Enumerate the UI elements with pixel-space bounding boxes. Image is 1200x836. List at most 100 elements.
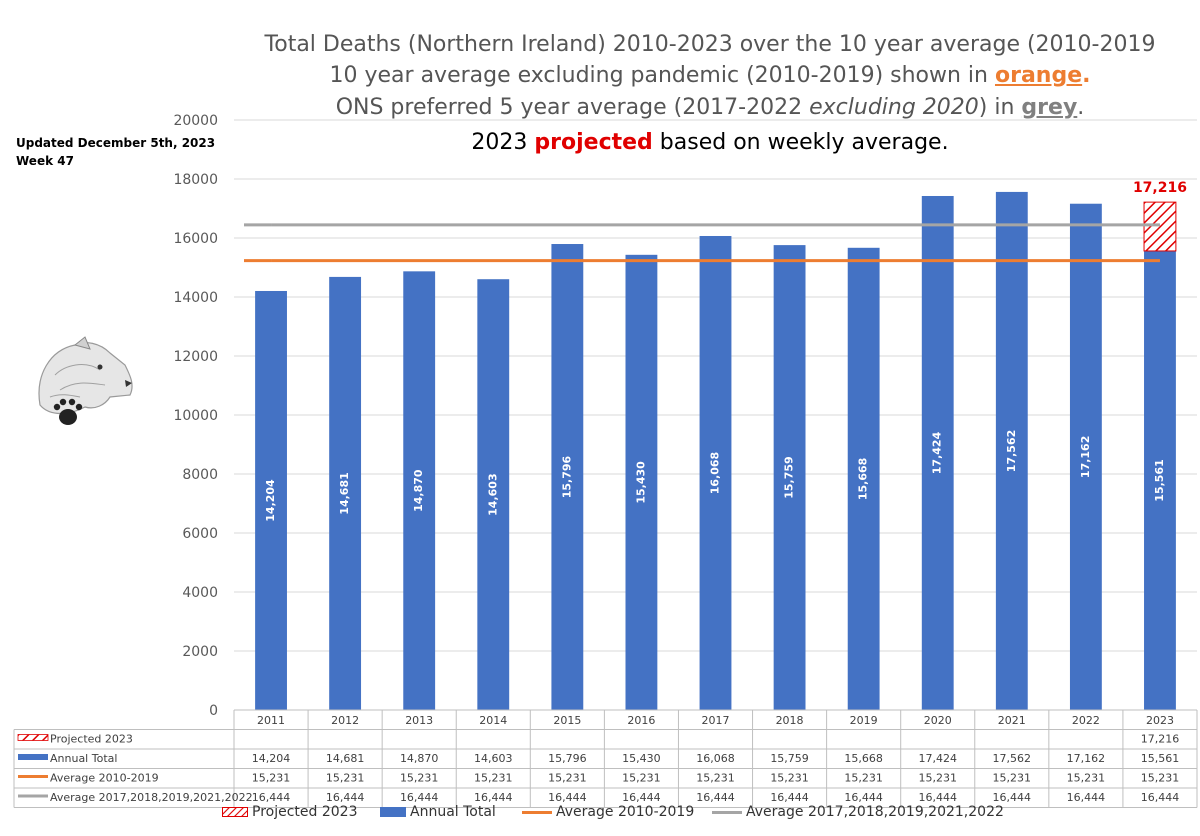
x-tick-label: 2017: [702, 714, 730, 727]
table-cell: 17,162: [1067, 752, 1106, 765]
bar-annual-total: [255, 290, 287, 710]
bar-data-label: 14,681: [338, 472, 351, 514]
legend-key-annual: [380, 807, 406, 817]
legend: Projected 2023 Annual Total Average 2010…: [0, 804, 1200, 826]
bar-data-label: 15,561: [1153, 459, 1166, 501]
table-cell: 15,231: [993, 772, 1032, 785]
x-tick-label: 2020: [924, 714, 952, 727]
bar-data-label: 15,796: [560, 455, 573, 498]
title-line-2-suffix: .: [1082, 63, 1091, 88]
table-cell: 15,231: [622, 772, 661, 785]
table-cell: 16,444: [326, 791, 365, 804]
table-cell: 14,681: [326, 752, 365, 765]
table-cell: 15,231: [696, 772, 735, 785]
table-cell: 15,231: [326, 772, 365, 785]
legend-item-avg5: Average 2017,2018,2019,2021,2022: [712, 804, 1004, 820]
legend-label-annual: Annual Total: [410, 804, 496, 820]
x-tick-label: 2019: [850, 714, 878, 727]
table-cell: 16,444: [918, 791, 957, 804]
y-tick-label: 16000: [173, 231, 218, 247]
legend-key-avg5: [712, 810, 742, 814]
title-line-4: 2023 projected based on weekly average.: [240, 130, 1180, 155]
y-tick-label: 14000: [173, 290, 218, 306]
x-tick-label: 2022: [1072, 714, 1100, 727]
table-cell: 16,444: [993, 791, 1032, 804]
table-cell: 15,231: [1141, 772, 1180, 785]
bar-annual-total: [995, 191, 1028, 710]
table-cell: 16,444: [548, 791, 587, 804]
x-tick-label: 2016: [627, 714, 655, 727]
bar-annual-total: [477, 279, 510, 710]
table-cell: 17,216: [1141, 733, 1180, 746]
table-cell: 15,231: [918, 772, 957, 785]
y-tick-label: 10000: [173, 408, 218, 424]
bar-data-label: 14,870: [412, 469, 425, 512]
table-cell: 16,444: [696, 791, 735, 804]
title-line-1: Total Deaths (Northern Ireland) 2010-202…: [264, 32, 1156, 57]
updated-note: Updated December 5th, 2023 Week 47: [16, 134, 215, 170]
y-tick-label: 4000: [182, 585, 218, 601]
bar-annual-total: [625, 254, 658, 710]
title-line-4-suffix: based on weekly average.: [652, 130, 949, 155]
table-row-label: Average 2010-2019: [50, 772, 159, 785]
table-cell: 15,231: [548, 772, 587, 785]
x-tick-label: 2011: [257, 714, 285, 727]
bar-data-label: 15,668: [857, 458, 870, 500]
table-row-label: Projected 2023: [50, 733, 133, 746]
table-row-label: Average 2017,2018,2019,2021,2022: [50, 791, 253, 804]
y-tick-label: 2000: [182, 644, 218, 660]
title-orange-word: orange: [994, 63, 1083, 88]
legend-label-avg5: Average 2017,2018,2019,2021,2022: [746, 804, 1004, 820]
updated-date: Updated December 5th, 2023: [16, 136, 216, 150]
table-cell: 15,668: [844, 752, 883, 765]
bar-annual-total: [329, 276, 362, 710]
table-cell: 16,444: [252, 791, 291, 804]
title-line-3-italic: excluding 2020: [809, 95, 979, 120]
y-tick-label: 8000: [182, 467, 218, 483]
title-line-2: 10 year average excluding pandemic (2010…: [240, 63, 1180, 88]
legend-key-avg10: [522, 810, 552, 814]
table-key-projected: [17, 734, 49, 741]
x-tick-label: 2013: [405, 714, 433, 727]
bar-projected: [1143, 201, 1177, 252]
title-line-3-mid: ) in: [978, 95, 1022, 120]
y-tick-label: 12000: [173, 349, 218, 365]
bar-annual-total: [551, 244, 584, 710]
bar-annual-total: [1144, 250, 1176, 710]
bar-annual-total: [847, 247, 880, 710]
table-key-annual: [18, 754, 48, 760]
x-tick-label: 2012: [331, 714, 359, 727]
y-tick-label: 20000: [173, 113, 218, 129]
table-cell: 15,231: [252, 772, 291, 785]
x-tick-label: 2023: [1146, 714, 1174, 727]
bar-data-label: 14,204: [264, 479, 277, 522]
bar-data-label: 14,603: [486, 473, 499, 515]
x-tick-label: 2015: [553, 714, 581, 727]
bar-annual-total: [773, 245, 806, 710]
bar-annual-total: [921, 195, 954, 710]
table-cell: 15,759: [770, 752, 809, 765]
title-line-3-suffix: .: [1077, 95, 1085, 120]
x-tick-label: 2014: [479, 714, 507, 727]
table-cell: 16,444: [622, 791, 661, 804]
table-cell: 14,204: [252, 752, 291, 765]
table-cell: 15,231: [474, 772, 513, 785]
legend-item-annual: Annual Total: [380, 804, 496, 820]
y-tick-label: 6000: [182, 526, 218, 542]
table-cell: 15,231: [770, 772, 809, 785]
bar-annual-total: [403, 271, 436, 710]
title-grey-word: grey: [1021, 95, 1078, 120]
table-cell: 17,562: [993, 752, 1032, 765]
y-tick-label: 18000: [173, 172, 218, 188]
table-cell: 15,430: [622, 752, 661, 765]
legend-label-avg10: Average 2010-2019: [556, 804, 695, 820]
updated-week: Week 47: [16, 154, 74, 168]
table-cell: 14,870: [400, 752, 439, 765]
title-line-3-text: ONS preferred 5 year average (2017-2022: [335, 95, 810, 120]
table-cell: 15,796: [548, 752, 587, 765]
title-red-word: projected: [534, 130, 653, 155]
projected-data-label: 17,216: [1133, 180, 1187, 196]
title-line-2-text: 10 year average excluding pandemic (2010…: [329, 63, 995, 88]
table-cell: 16,444: [1141, 791, 1180, 804]
bar-data-label: 15,759: [783, 456, 796, 498]
